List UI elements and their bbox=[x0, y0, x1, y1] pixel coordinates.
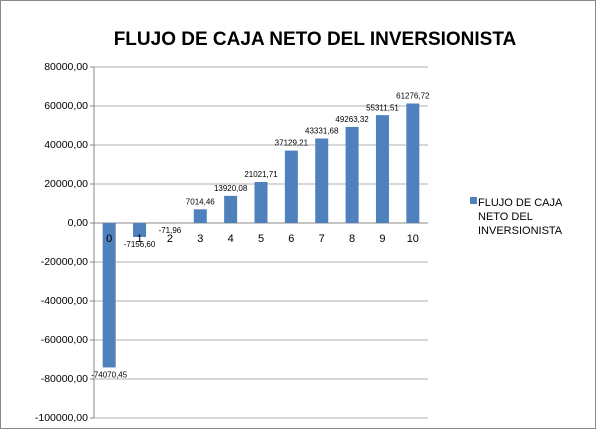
y-tick-label: 60000,00 bbox=[44, 100, 88, 112]
bar bbox=[345, 126, 359, 223]
bar bbox=[133, 223, 147, 237]
y-tick-label: 20000,00 bbox=[44, 178, 88, 190]
y-tick-label: -60000,00 bbox=[41, 334, 88, 346]
data-label: -74070,45 bbox=[91, 371, 128, 380]
data-label: 7014,46 bbox=[186, 197, 215, 206]
data-label: 21021,71 bbox=[244, 170, 278, 179]
y-tick-label: -40000,00 bbox=[41, 295, 88, 307]
data-label: 55311,51 bbox=[366, 103, 399, 112]
y-tick-label: -20000,00 bbox=[41, 256, 88, 268]
bar bbox=[224, 195, 238, 223]
x-tick-label: 7 bbox=[319, 233, 325, 245]
bar bbox=[375, 115, 389, 223]
x-tick-label: 8 bbox=[349, 233, 355, 245]
x-tick-label: 5 bbox=[258, 233, 264, 245]
data-label: -71,96 bbox=[159, 226, 182, 235]
data-label: 61276,72 bbox=[396, 92, 430, 101]
x-tick-label: 1 bbox=[136, 233, 142, 245]
x-tick-label: 6 bbox=[288, 233, 294, 245]
y-tick-label: -80000,00 bbox=[41, 373, 88, 385]
x-tick-label: 3 bbox=[197, 233, 203, 245]
data-label: -7156,60 bbox=[124, 240, 156, 249]
y-tick-label: 80000,00 bbox=[44, 61, 88, 73]
data-label: 37129,21 bbox=[275, 139, 309, 148]
y-tick-label: 40000,00 bbox=[44, 139, 88, 151]
x-tick-label: 4 bbox=[228, 233, 234, 245]
bar bbox=[315, 138, 329, 223]
data-label: 43331,68 bbox=[305, 127, 339, 136]
bar bbox=[254, 182, 268, 223]
chart-title: FLUJO DE CAJA NETO DEL INVERSIONISTA bbox=[114, 29, 517, 50]
bar bbox=[284, 150, 298, 223]
bar bbox=[102, 223, 116, 368]
bar bbox=[406, 103, 420, 223]
x-tick-label: 10 bbox=[407, 233, 419, 245]
data-label: 49263,32 bbox=[335, 115, 369, 124]
x-tick-label: 2 bbox=[167, 233, 173, 245]
y-tick-label: 0,00 bbox=[68, 217, 89, 229]
bar bbox=[193, 209, 207, 223]
x-tick-label: 0 bbox=[106, 233, 112, 245]
data-label: 13920,08 bbox=[214, 184, 248, 193]
legend-swatch bbox=[470, 197, 477, 204]
legend-label: FLUJO DE CAJA NETO DEL INVERSIONISTA bbox=[478, 197, 563, 237]
y-tick-label: -100000,00 bbox=[35, 412, 88, 424]
x-tick-label: 9 bbox=[379, 233, 385, 245]
